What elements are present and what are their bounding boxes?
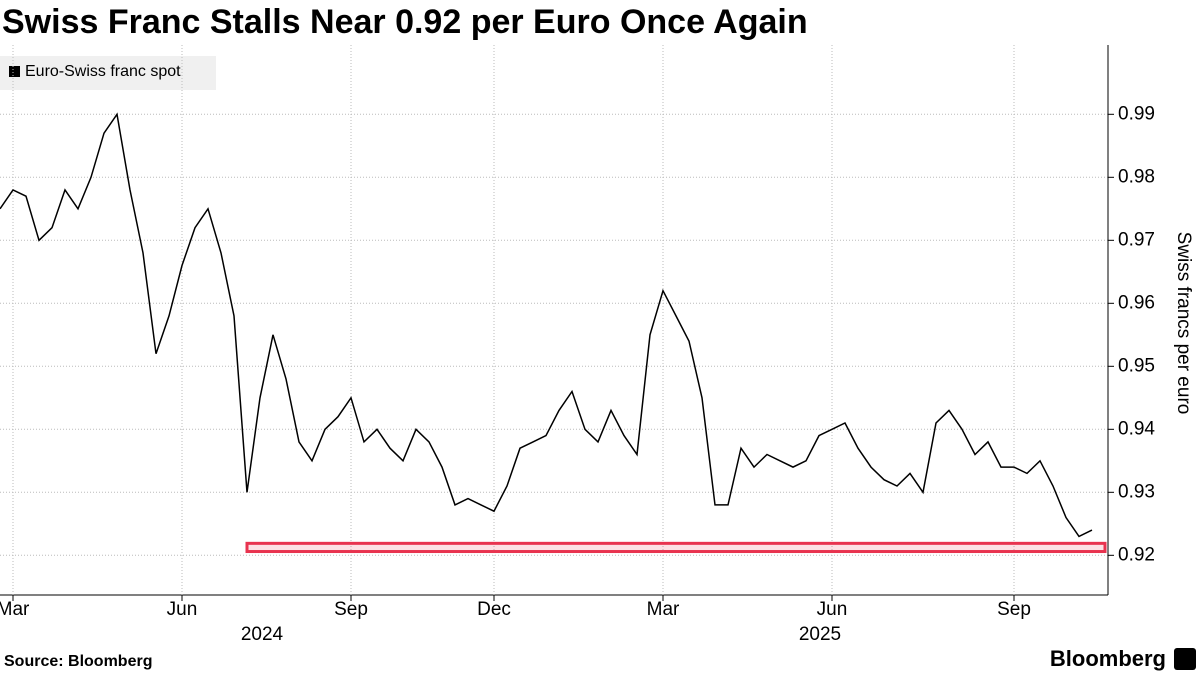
brand-icon bbox=[1174, 648, 1196, 670]
y-tick-label: 0.99 bbox=[1118, 103, 1155, 124]
x-tick-label: Sep bbox=[334, 599, 368, 620]
highlight-band bbox=[245, 541, 1107, 554]
legend-box bbox=[0, 56, 216, 90]
brand: Bloomberg bbox=[1050, 646, 1166, 671]
y-tick-label: 0.92 bbox=[1118, 544, 1155, 565]
x-tick-label: Jun bbox=[817, 599, 848, 620]
x-tick-label: Mar bbox=[0, 599, 30, 620]
y-tick-label: 0.94 bbox=[1118, 418, 1155, 439]
y-tick-label: 0.96 bbox=[1118, 292, 1155, 313]
x-tick-label: Dec bbox=[477, 599, 511, 620]
y-tick-label: 0.97 bbox=[1118, 229, 1155, 250]
year-label: 2025 bbox=[799, 624, 841, 645]
y-axis-label: Swiss francs per euro bbox=[1173, 232, 1194, 415]
legend-label: Euro-Swiss franc spot bbox=[25, 63, 181, 80]
y-tick-label: 0.95 bbox=[1118, 355, 1155, 376]
x-tick-label: Mar bbox=[647, 599, 680, 620]
year-label: 2024 bbox=[241, 624, 284, 645]
source: Source: Bloomberg bbox=[4, 653, 152, 670]
y-tick-label: 0.98 bbox=[1118, 166, 1155, 187]
legend-swatch bbox=[9, 66, 20, 77]
line bbox=[0, 112, 1093, 538]
y-tick-label: 0.93 bbox=[1118, 481, 1155, 502]
chart-title: Swiss Franc Stalls Near 0.92 per Euro On… bbox=[2, 3, 808, 41]
x-tick-label: Jun bbox=[167, 599, 198, 620]
x-tick-label: Sep bbox=[997, 599, 1031, 620]
